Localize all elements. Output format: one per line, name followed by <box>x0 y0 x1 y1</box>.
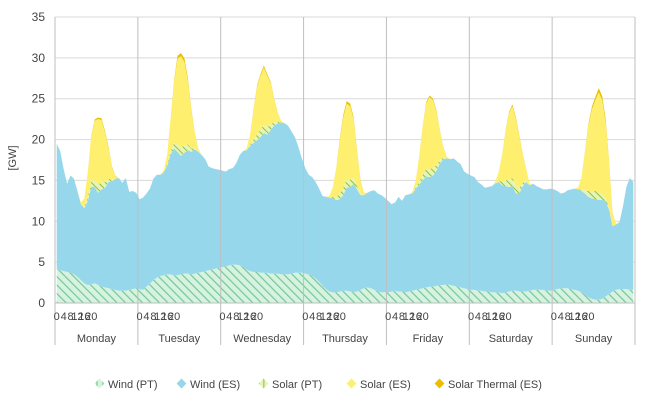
x-tick-label: 8 <box>399 311 405 323</box>
legend-label: Solar (PT) <box>272 379 322 391</box>
series-area-solar-es <box>56 56 634 227</box>
day-label: Thursday <box>322 333 368 345</box>
x-tick-label: 12 <box>568 311 580 323</box>
x-tick-label: 4 <box>143 311 149 323</box>
legend-label: Wind (PT) <box>108 379 158 391</box>
day-label: Friday <box>413 333 444 345</box>
legend: Wind (PT) Wind (ES) Solar (PT) Solar (ES) So… <box>94 378 542 391</box>
x-tick-label: 8 <box>482 311 488 323</box>
x-tick-label: 16 <box>493 311 505 323</box>
legend-swatch <box>94 378 105 389</box>
x-tick-label: 4 <box>475 311 481 323</box>
y-tick-label: 15 <box>32 173 46 187</box>
legend-label: Solar Thermal (ES) <box>448 379 542 391</box>
x-tick-label: 20 <box>168 311 180 323</box>
x-tick-label: 16 <box>327 311 339 323</box>
x-tick-label: 20 <box>334 311 346 323</box>
x-tick-label: 20 <box>582 311 594 323</box>
x-tick-label: 12 <box>486 311 498 323</box>
x-tick-label: 16 <box>161 311 173 323</box>
y-tick-label: 0 <box>38 296 45 310</box>
y-tick-label: 30 <box>32 51 46 65</box>
series-areas <box>56 52 634 303</box>
x-tick-label: 16 <box>575 311 587 323</box>
y-axis-label: [GW] <box>7 145 19 170</box>
x-tick-label: 12 <box>237 311 249 323</box>
x-tick-label: 16 <box>244 311 256 323</box>
day-label: Monday <box>77 333 117 345</box>
x-tick-label: 20 <box>499 311 511 323</box>
x-tick-label: 4 <box>558 311 564 323</box>
x-tick-label: 16 <box>78 311 90 323</box>
x-tick-label: 0 <box>302 311 308 323</box>
day-label: Sunday <box>575 333 613 345</box>
legend-label: Solar (ES) <box>360 379 411 391</box>
x-tick-label: 4 <box>309 311 315 323</box>
x-tick-label: 20 <box>85 311 97 323</box>
x-tick-label: 16 <box>410 311 422 323</box>
x-tick-label: 4 <box>226 311 232 323</box>
legend-swatch <box>434 378 445 389</box>
x-tick-label: 8 <box>233 311 239 323</box>
day-label: Tuesday <box>158 333 200 345</box>
y-tick-label: 20 <box>32 133 46 147</box>
x-tick-label: 4 <box>392 311 398 323</box>
legend-swatch <box>258 378 269 389</box>
x-tick-label: 12 <box>403 311 415 323</box>
y-tick-label: 35 <box>32 10 46 24</box>
x-tick-label: 12 <box>71 311 83 323</box>
legend-swatch <box>176 378 187 389</box>
x-tick-label: 8 <box>565 311 571 323</box>
x-tick-label: 20 <box>417 311 429 323</box>
legend-label: Wind (ES) <box>190 379 240 391</box>
day-label: Saturday <box>489 333 534 345</box>
x-tick-label: 0 <box>468 311 474 323</box>
x-tick-label: 8 <box>67 311 73 323</box>
y-tick-label: 25 <box>32 92 46 106</box>
x-tick-label: 8 <box>316 311 322 323</box>
x-tick-label: 8 <box>150 311 156 323</box>
x-tick-label: 0 <box>385 311 391 323</box>
x-tick-label: 12 <box>320 311 332 323</box>
x-tick-label: 0 <box>219 311 225 323</box>
x-tick-label: 0 <box>551 311 557 323</box>
day-label: Wednesday <box>233 333 291 345</box>
y-tick-label: 5 <box>38 255 45 269</box>
series-area-wind-es <box>56 122 634 300</box>
x-tick-label: 0 <box>137 311 143 323</box>
x-tick-label: 4 <box>61 311 67 323</box>
x-tick-label: 20 <box>251 311 263 323</box>
x-tick-label: 0 <box>54 311 60 323</box>
series-area-wind-pt <box>56 264 634 303</box>
legend-swatch <box>346 378 357 389</box>
y-tick-label: 10 <box>32 214 46 228</box>
x-tick-label: 12 <box>154 311 166 323</box>
